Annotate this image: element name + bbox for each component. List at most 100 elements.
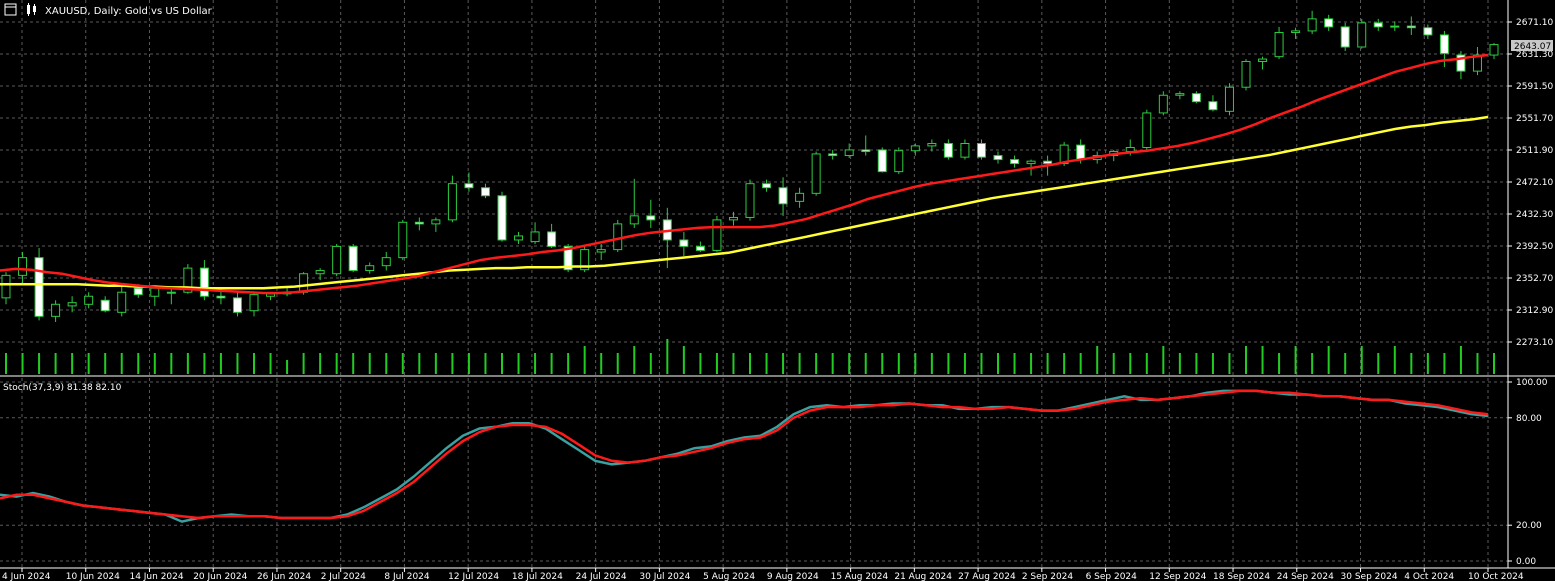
candle-bull (728, 216, 738, 221)
ma-slow-line (0, 115, 1489, 290)
candle-bull (117, 291, 127, 313)
candle-bull (166, 291, 176, 294)
candle-bear (1456, 54, 1466, 72)
candle-bear (1324, 18, 1334, 28)
current-price-label: 2643.07 (1514, 42, 1551, 52)
candle-bull (1026, 160, 1036, 165)
candle-bear (993, 155, 1003, 161)
candle-bull (365, 265, 375, 272)
indicator-label: Stoch(37,3,9) 81.38 82.10 (3, 383, 122, 393)
candle-bull (447, 183, 457, 221)
axes (0, 0, 1555, 569)
candle-bear (34, 257, 44, 317)
candle-bear (646, 215, 656, 221)
time-tick-label: 26 Jun 2024 (257, 572, 311, 581)
candle-bear (1191, 93, 1201, 103)
candle-bear (861, 149, 871, 153)
candle-bull (332, 245, 342, 275)
time-tick-label: 21 Aug 2024 (894, 572, 952, 581)
candle-bull (1224, 86, 1234, 112)
stoch-tick-label: 80.00 (1516, 414, 1542, 424)
candle-bull (1489, 44, 1499, 56)
candle-bull (514, 235, 524, 241)
candle-bear (1439, 34, 1449, 54)
price-tick-label: 2352.70 (1516, 274, 1553, 284)
candle-bull (894, 150, 904, 173)
stoch-axis-labels: 100.00 80.00 20.00 0.00 (1508, 378, 1548, 567)
candle-bear (348, 245, 358, 272)
price-tick-label: 2671.10 (1516, 18, 1553, 28)
candle-bear (414, 221, 424, 225)
candle-bear (695, 245, 705, 251)
candle-bear (133, 287, 143, 296)
candle-bull (1059, 144, 1069, 165)
time-tick-label: 30 Sep 2024 (1341, 572, 1398, 581)
candle-bear (778, 187, 788, 205)
price-tick-label: 2591.50 (1516, 82, 1553, 92)
current-price-box (1511, 40, 1553, 51)
candle-bear (976, 142, 986, 158)
price-tick-label: 2631.30 (1516, 50, 1553, 60)
candle-bull (1291, 30, 1301, 34)
candle-bear (877, 149, 887, 173)
candle-bull (712, 219, 722, 251)
candle-bull (530, 231, 540, 243)
time-tick-label: 10 Jun 2024 (66, 572, 120, 581)
current-price-tag: 2643.07 (1511, 40, 1553, 52)
chart-window-icon[interactable] (4, 3, 17, 16)
stoch-tick-label: 100.00 (1516, 378, 1548, 388)
stoch-tick-label: 0.00 (1516, 557, 1536, 567)
candle-bear (464, 183, 474, 189)
price-tick-label: 2511.90 (1516, 146, 1553, 156)
stoch-tick-label: 20.00 (1516, 521, 1542, 531)
candle-bear (216, 295, 226, 299)
candle-bear (1208, 101, 1218, 111)
candle-bear (1423, 27, 1433, 36)
time-tick-label: 4 Oct 2024 (1404, 572, 1454, 581)
time-tick-label: 12 Sep 2024 (1149, 572, 1206, 581)
price-tick-label: 2472.10 (1516, 178, 1553, 188)
time-tick-label: 15 Aug 2024 (831, 572, 889, 581)
candle-bull (381, 257, 391, 267)
candle-bull (1, 274, 11, 299)
candles-icon[interactable] (27, 3, 36, 16)
candle-bear (547, 231, 557, 247)
candle-bear (1340, 26, 1350, 48)
time-tick-label: 2 Sep 2024 (1022, 572, 1074, 581)
candle-bull (844, 149, 854, 157)
chart-title: XAUUSD, Daily: Gold vs US Dollar (45, 6, 213, 17)
time-tick-label: 24 Sep 2024 (1277, 572, 1334, 581)
candle-bear (1373, 22, 1383, 28)
candle-bull (150, 287, 160, 297)
time-axis-labels: 4 Jun 2024 10 Jun 2024 14 Jun 2024 20 Jun 2… (2, 568, 1524, 581)
candle-bear (1043, 160, 1053, 165)
candle-bull (910, 145, 920, 152)
candle-bear (100, 299, 110, 312)
moving-averages (0, 53, 1489, 295)
time-tick-label: 10 Oct 2024 (1468, 572, 1524, 581)
time-tick-label: 9 Aug 2024 (767, 572, 819, 581)
time-tick-label: 18 Sep 2024 (1213, 572, 1270, 581)
candle-bear (199, 267, 209, 297)
candle-bull (431, 219, 441, 225)
candle-bull (67, 302, 77, 307)
time-tick-label: 2 Jul 2024 (321, 572, 366, 581)
candle-bull (1142, 112, 1152, 149)
candle-bull (249, 294, 259, 312)
candle-bull (1357, 22, 1367, 48)
candle-bull (1241, 60, 1251, 88)
candle-bear (1406, 25, 1416, 29)
chart-header: XAUUSD, Daily: Gold vs US Dollar (4, 3, 213, 17)
candle-bear (943, 142, 953, 158)
candle-bear (480, 187, 490, 197)
candle-bull (960, 142, 970, 158)
price-axis-labels: 2671.10 2631.30 2591.50 2551.70 2511.90 2472.… (1508, 18, 1553, 348)
candle-bull (795, 192, 805, 202)
candle-bull (315, 270, 325, 275)
time-tick-label: 24 Jul 2024 (576, 572, 627, 581)
candle-bull (596, 249, 606, 253)
candle-bull (927, 142, 937, 147)
candle-bull (613, 223, 623, 251)
